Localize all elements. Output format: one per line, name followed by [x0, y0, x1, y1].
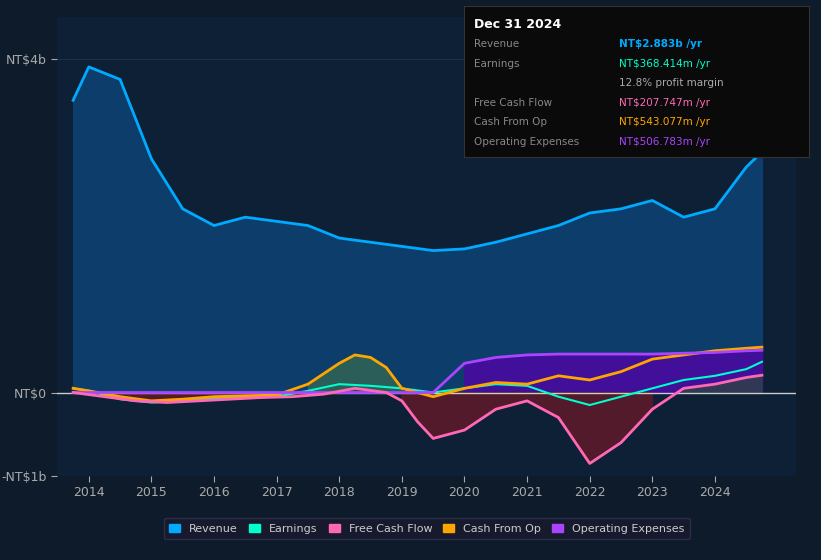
Text: NT$543.077m /yr: NT$543.077m /yr [619, 118, 710, 128]
Text: NT$2.883b /yr: NT$2.883b /yr [619, 39, 702, 49]
Text: Operating Expenses: Operating Expenses [475, 137, 580, 147]
Text: NT$506.783m /yr: NT$506.783m /yr [619, 137, 710, 147]
Text: Free Cash Flow: Free Cash Flow [475, 98, 553, 108]
Text: 12.8% profit margin: 12.8% profit margin [619, 78, 723, 88]
Text: NT$207.747m /yr: NT$207.747m /yr [619, 98, 710, 108]
Text: NT$368.414m /yr: NT$368.414m /yr [619, 59, 710, 68]
Text: Cash From Op: Cash From Op [475, 118, 548, 128]
Text: Dec 31 2024: Dec 31 2024 [475, 18, 562, 31]
Text: Earnings: Earnings [475, 59, 520, 68]
Legend: Revenue, Earnings, Free Cash Flow, Cash From Op, Operating Expenses: Revenue, Earnings, Free Cash Flow, Cash … [163, 518, 690, 539]
Text: Revenue: Revenue [475, 39, 520, 49]
